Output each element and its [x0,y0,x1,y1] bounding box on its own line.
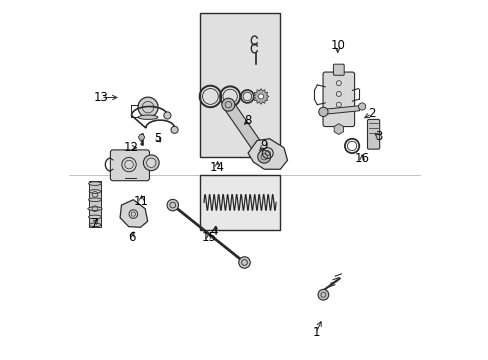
Circle shape [163,112,171,119]
Text: 2: 2 [367,107,375,120]
Ellipse shape [138,115,158,120]
Polygon shape [223,102,268,160]
FancyBboxPatch shape [323,72,354,127]
Polygon shape [253,89,268,104]
Ellipse shape [88,215,101,219]
Text: 5: 5 [154,132,161,145]
Ellipse shape [88,182,101,185]
FancyBboxPatch shape [367,120,379,149]
Text: 15: 15 [201,231,216,244]
Text: 3: 3 [374,130,382,144]
Circle shape [143,155,159,171]
Circle shape [167,199,178,211]
Text: 7: 7 [91,216,98,230]
Circle shape [258,94,263,99]
Bar [199,175,280,230]
Circle shape [317,289,328,300]
Polygon shape [323,106,359,114]
Ellipse shape [89,190,101,193]
Ellipse shape [89,223,101,226]
FancyBboxPatch shape [333,64,344,75]
Circle shape [222,98,234,111]
Polygon shape [120,200,147,227]
Circle shape [257,150,270,163]
Text: 13: 13 [93,91,108,104]
Circle shape [171,126,178,134]
Text: 10: 10 [329,39,345,52]
Circle shape [138,97,158,117]
Text: 11: 11 [134,195,149,208]
Circle shape [358,103,365,110]
Bar [89,181,101,227]
Bar [199,13,280,157]
Ellipse shape [88,207,102,211]
Text: 8: 8 [244,114,251,127]
Circle shape [238,257,250,268]
Text: 16: 16 [354,152,369,165]
Text: 14: 14 [210,161,224,174]
Circle shape [146,158,156,167]
Circle shape [318,107,327,117]
Text: 12: 12 [124,141,139,154]
Text: 6: 6 [127,231,135,244]
Polygon shape [247,139,287,169]
FancyBboxPatch shape [110,150,149,181]
Text: 4: 4 [210,225,217,238]
Text: 1: 1 [312,326,319,339]
Text: 9: 9 [260,139,267,152]
Ellipse shape [88,198,101,202]
